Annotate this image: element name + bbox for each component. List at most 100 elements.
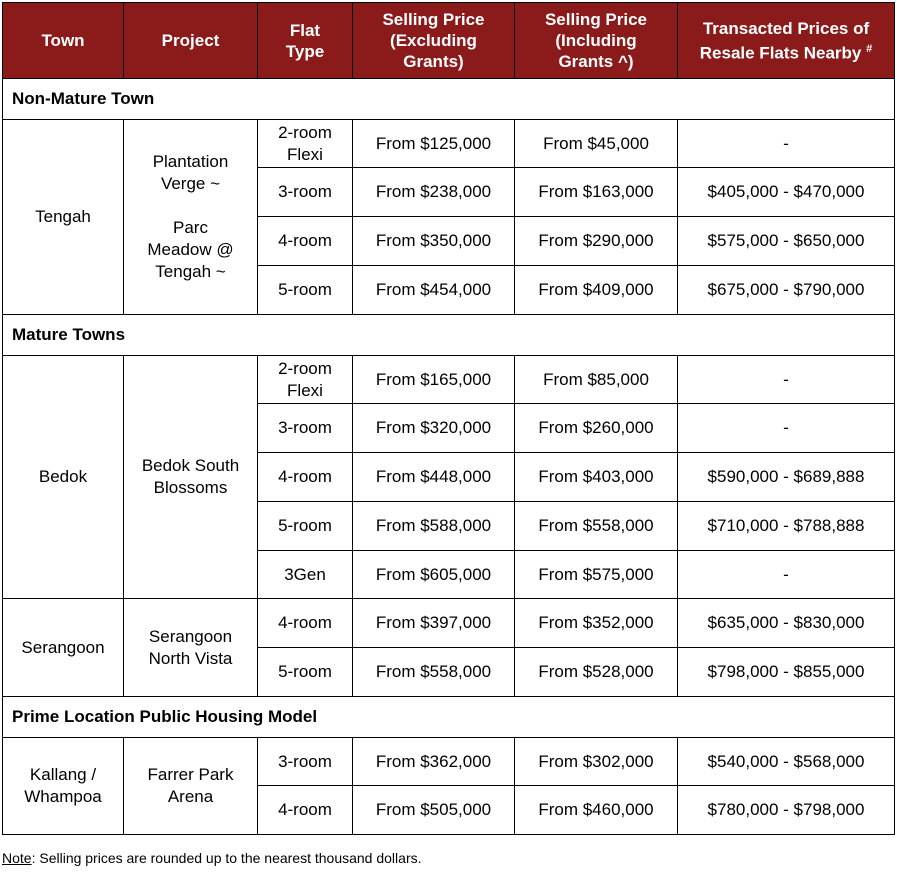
price-including-grants-cell: From $575,000	[514, 550, 678, 599]
header-flat-type-line: Type	[285, 41, 325, 61]
price-excluding-grants-cell: From $454,000	[352, 265, 515, 315]
project-line: Farrer Park	[147, 765, 234, 784]
price-excluding-grants-cell: From $362,000	[352, 737, 515, 786]
project-line: Meadow @	[147, 240, 234, 259]
flat-type-cell: 4-room	[257, 216, 353, 266]
price-excluding-grants-cell: From $588,000	[352, 501, 515, 551]
table-row: 5-room From $454,000 From $409,000 $675,000…	[3, 265, 895, 315]
price-excluding-grants-cell: From $165,000	[352, 355, 515, 404]
price-including-grants-cell: From $290,000	[514, 216, 678, 266]
price-excluding-grants-cell: From $238,000	[352, 167, 515, 217]
flat-type-line: 4-room	[278, 613, 332, 632]
town-line: Whampoa	[24, 787, 102, 806]
section-header-row: Mature Towns	[2, 314, 895, 356]
flat-type-cell: 5-room	[257, 265, 353, 315]
header-resale-line: Transacted Prices of	[702, 18, 870, 38]
header-excl-line: (Excluding	[390, 31, 477, 50]
flat-type-line: 5-room	[278, 516, 332, 535]
price-including-grants-cell: From $85,000	[514, 355, 678, 404]
resale-price-range-cell: $710,000 - $788,888	[677, 501, 895, 551]
header-incl-line: Selling Price	[544, 10, 648, 29]
section-title: Prime Location Public Housing Model	[2, 696, 895, 738]
price-excluding-grants-cell: From $505,000	[352, 785, 515, 835]
project-line: Bedok South	[141, 456, 240, 475]
table-body: Non-Mature Town Tengah Plantation Verge ~ Pa…	[2, 78, 895, 835]
flat-type-line: 3-room	[278, 751, 332, 771]
project-line: Plantation	[152, 152, 229, 171]
project-line: Serangoon	[148, 626, 233, 646]
price-including-grants-cell: From $558,000	[514, 501, 678, 551]
resale-price-range-cell: $780,000 - $798,000	[677, 785, 895, 835]
section-title: Mature Towns	[2, 314, 895, 356]
price-excluding-grants-cell: From $350,000	[352, 216, 515, 266]
flat-type-line: 4-room	[278, 231, 332, 250]
table-row: 3-room From $320,000 From $260,000-	[3, 403, 895, 453]
price-including-grants-cell: From $403,000	[514, 452, 678, 502]
price-excluding-grants-cell: From $605,000	[352, 550, 515, 599]
price-excluding-grants-cell: From $558,000	[352, 647, 515, 697]
resale-price-range-cell: $675,000 - $790,000	[677, 265, 895, 315]
flat-type-line: 3-room	[278, 182, 332, 201]
town-cell: Bedok	[2, 355, 124, 599]
price-including-grants-cell: From $528,000	[514, 647, 678, 697]
resale-price-range-cell: -	[677, 119, 895, 168]
section-title: Non-Mature Town	[2, 78, 895, 120]
price-including-grants-cell: From $163,000	[514, 167, 678, 217]
flat-type-cell: 5-room	[257, 647, 353, 697]
header-selling-price-including: Selling Price (Including Grants ^)	[514, 2, 678, 79]
town-cell: Kallang / Whampoa	[2, 737, 124, 835]
flat-type-line: 4-room	[278, 800, 332, 819]
price-including-grants-cell: From $45,000	[514, 119, 678, 168]
flat-type-cell: 3-room	[257, 737, 353, 786]
header-incl-line: (Including	[555, 31, 637, 50]
project-cell: Bedok South Blossoms	[123, 355, 258, 599]
project-cell: Serangoon North Vista	[123, 598, 258, 697]
project-line: Tengah ~	[155, 262, 226, 281]
header-excl-line: Selling Price	[382, 10, 485, 29]
project-line: Arena	[167, 787, 214, 806]
footnote-text: : Selling prices are rounded up to the n…	[31, 850, 422, 866]
bto-price-table: Town Project Flat Type Selling Price (Ex…	[2, 2, 895, 835]
header-flat-type: Flat Type	[257, 2, 353, 79]
project-line: Verge ~	[160, 174, 221, 193]
town-line: Tengah	[35, 207, 91, 226]
town-cell: Tengah	[2, 119, 124, 315]
table-header-row: Town Project Flat Type Selling Price (Ex…	[2, 2, 895, 79]
flat-type-line: 5-room	[278, 662, 332, 681]
table-row: 4-room From $350,000 From $290,000 $575,000…	[3, 216, 895, 266]
flat-type-cell: 2-room Flexi	[257, 355, 353, 404]
price-excluding-grants-cell: From $320,000	[352, 403, 515, 453]
town-line: Serangoon	[21, 637, 105, 657]
resale-price-range-cell: $575,000 - $650,000	[677, 216, 895, 266]
header-selling-price-excluding: Selling Price (Excluding Grants)	[352, 2, 515, 79]
flat-type-cell: 5-room	[257, 501, 353, 551]
flat-type-cell: 2-room Flexi	[257, 119, 353, 168]
table-row: Bedok Bedok South Blossoms 2-room Flexi From …	[2, 355, 895, 599]
town-line: Kallang /	[29, 765, 97, 784]
flat-type-cell: 4-room	[257, 785, 353, 835]
price-including-grants-cell: From $460,000	[514, 785, 678, 835]
project-line: North Vista	[148, 648, 233, 668]
header-resale-line: Resale Flats Nearby	[699, 43, 862, 63]
resale-price-range-cell: -	[677, 355, 895, 404]
flat-type-cell: 3Gen	[257, 550, 353, 599]
price-excluding-grants-cell: From $448,000	[352, 452, 515, 502]
resale-price-range-cell: $540,000 - $568,000	[677, 737, 895, 786]
price-including-grants-cell: From $302,000	[514, 737, 678, 786]
price-excluding-grants-cell: From $397,000	[352, 598, 515, 648]
table-row: Serangoon Serangoon North Vista 4-room From …	[2, 598, 895, 697]
town-cell: Serangoon	[2, 598, 124, 697]
resale-price-range-cell: -	[677, 403, 895, 453]
project-line: Blossoms	[153, 478, 228, 497]
section-header-row: Non-Mature Town	[2, 78, 895, 120]
flat-type-cell: 3-room	[257, 403, 353, 453]
flat-type-line: 3Gen	[284, 564, 326, 584]
flat-type-cell: 4-room	[257, 452, 353, 502]
resale-price-range-cell: $590,000 - $689,888	[677, 452, 895, 502]
flat-type-cell: 4-room	[257, 598, 353, 648]
price-including-grants-cell: From $260,000	[514, 403, 678, 453]
table-row: Tengah Plantation Verge ~ Parc Meadow @ Tenga…	[2, 119, 895, 315]
town-line: Bedok	[38, 467, 88, 486]
flat-type-line: 2-room	[278, 358, 332, 378]
price-including-grants-cell: From $409,000	[514, 265, 678, 315]
